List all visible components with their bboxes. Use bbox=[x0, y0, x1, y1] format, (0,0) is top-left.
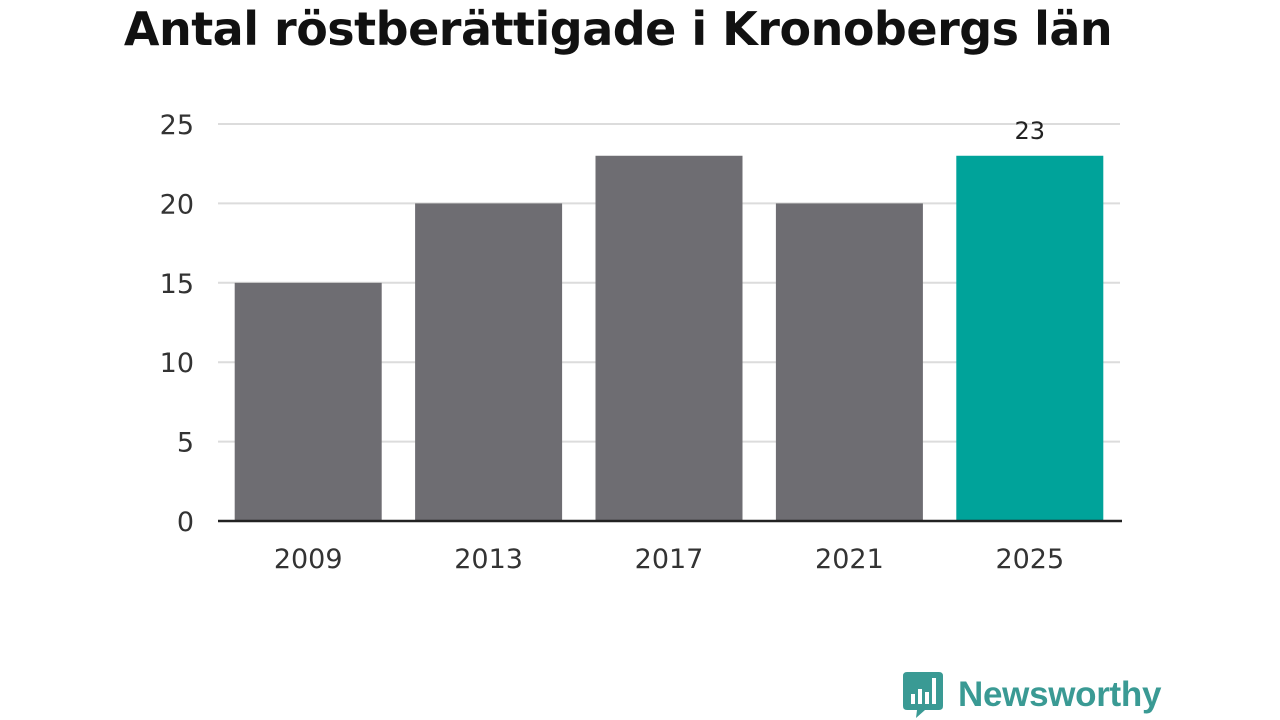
chart-title: Antal röstberättigade i Kronobergs län bbox=[123, 2, 1113, 56]
newsworthy-logo-icon bbox=[903, 672, 943, 718]
x-tick-label: 2009 bbox=[274, 544, 343, 575]
y-tick-label: 20 bbox=[160, 189, 194, 220]
y-tick-label: 5 bbox=[177, 428, 194, 459]
y-tick-label: 0 bbox=[177, 507, 194, 538]
x-tick-label: 2021 bbox=[815, 544, 884, 575]
bar-2021 bbox=[775, 203, 923, 521]
y-tick-label: 25 bbox=[160, 110, 194, 141]
bars bbox=[234, 155, 1104, 521]
bar-2025 bbox=[956, 155, 1104, 521]
newsworthy-brand: Newsworthy bbox=[903, 670, 1161, 720]
x-tick-label: 2025 bbox=[995, 544, 1064, 575]
data-label: 23 bbox=[1015, 117, 1046, 145]
bar-2013 bbox=[415, 203, 563, 521]
y-tick-label: 15 bbox=[160, 269, 194, 300]
bar-2017 bbox=[595, 155, 743, 521]
x-tick-label: 2017 bbox=[635, 544, 704, 575]
y-tick-label: 10 bbox=[160, 348, 194, 379]
brand-name: Newsworthy bbox=[958, 675, 1162, 714]
bar-2009 bbox=[234, 282, 382, 521]
x-tick-label: 2013 bbox=[454, 544, 523, 575]
